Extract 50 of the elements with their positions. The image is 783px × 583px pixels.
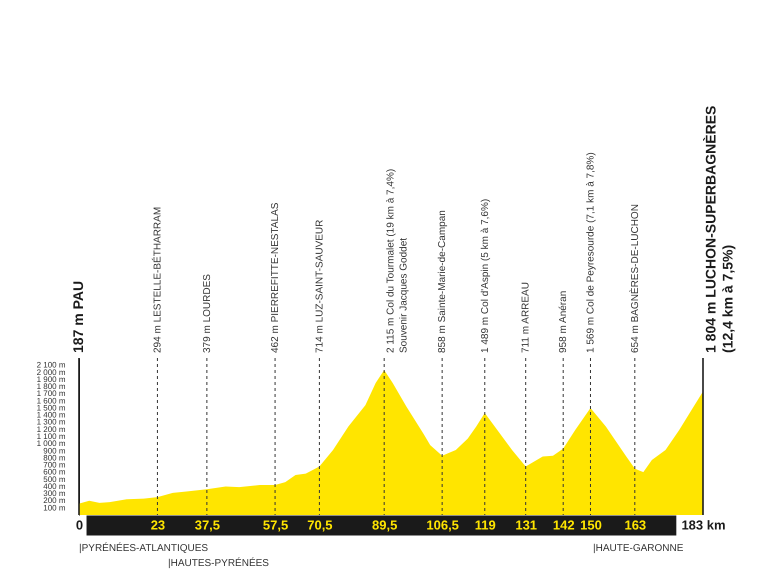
y-tick-label: 900 m <box>43 446 66 456</box>
y-tick-label: 1 300 m <box>36 418 66 427</box>
y-tick-label: 1 900 m <box>36 374 66 384</box>
x-tick-label: 57,5 <box>262 518 288 532</box>
ref-line-label: 1 804 m LUCHON-SUPERBAGNÈRES (12,4 km à 7,5%) <box>702 106 736 353</box>
y-tick-label: 300 m <box>43 489 66 498</box>
y-tick-label: 100 m <box>43 503 66 512</box>
text: |HAUTE-GARONNE <box>593 543 684 554</box>
text: |HAUTES-PYRÉNÉES <box>168 557 270 569</box>
x-tick-label: 131 <box>515 518 538 532</box>
x-tick-label: 37,5 <box>194 518 220 532</box>
x-tick-label: 89,5 <box>372 518 398 532</box>
y-tick-label: 1 400 m <box>36 410 66 420</box>
ref-line-label: 958 m Anéran <box>558 290 570 353</box>
y-tick-label: 800 m <box>43 453 66 462</box>
ref-line-label: 1 489 m Col d'Aspin (5 km à 7,6%) <box>480 198 491 353</box>
text: |PYRÉNÉES-ATLANTIQUES <box>79 542 208 554</box>
ref-line-label: 379 m LOURDES <box>202 274 213 353</box>
ref-line-label: 2 115 m Col du Tourmalet (19 km à 7,4%) Souvenir Jacques Goddet <box>386 168 410 353</box>
y-tick-label: 1 100 m <box>36 432 66 441</box>
x-tick-label: 142 <box>552 518 575 532</box>
x-tick-label: 23 <box>150 518 166 532</box>
ref-line-label: 462 m PIERREFITTE-NESTALAS <box>270 202 282 353</box>
y-tick-label: 1 000 m <box>36 439 66 448</box>
ref-line-label: 654 m BAGNÈRES-DE-LUCHON <box>628 204 641 353</box>
y-tick-label: 1 800 m <box>36 382 66 392</box>
y-tick-label: 2 000 m <box>36 368 66 377</box>
ref-line-label: 711 m ARREAU <box>520 282 532 353</box>
x-tick-label: 0 <box>76 518 84 532</box>
x-tick-label: 183 km <box>681 518 726 532</box>
y-tick-label: 1 200 m <box>36 424 66 434</box>
y-tick-label: 1 500 m <box>36 403 66 412</box>
y-tick-label: 1 700 m <box>36 389 66 398</box>
ref-line-label: 1 569 m Col de Peyresourde (7,1 km à 7,8%) <box>585 152 596 353</box>
ref-line-label: 714 m LUZ-SAINT-SAUVEUR <box>314 220 326 353</box>
y-tick-label: 400 m <box>43 482 66 491</box>
y-tick-label: 600 m <box>43 468 66 477</box>
x-tick-label: 163 <box>624 518 646 532</box>
ref-line-label: 187 m PAU <box>70 280 86 353</box>
y-tick-label: 1 600 m <box>36 396 66 406</box>
ref-line-label: 294 m LESTELLE-BÉTHARRAM <box>151 206 164 353</box>
y-tick-label: 500 m <box>43 474 66 484</box>
y-tick-label: 2 100 m <box>36 360 66 370</box>
x-tick-label: 150 <box>580 518 602 532</box>
y-tick-label: 700 m <box>43 460 66 470</box>
x-tick-label: 70,5 <box>307 518 333 532</box>
ref-line-label: 858 m Sainte-Marie-de-Campan <box>437 210 448 353</box>
x-tick-label: 119 <box>474 518 496 532</box>
x-tick-label: 106,5 <box>426 518 459 532</box>
y-tick-label: 200 m <box>43 496 66 506</box>
